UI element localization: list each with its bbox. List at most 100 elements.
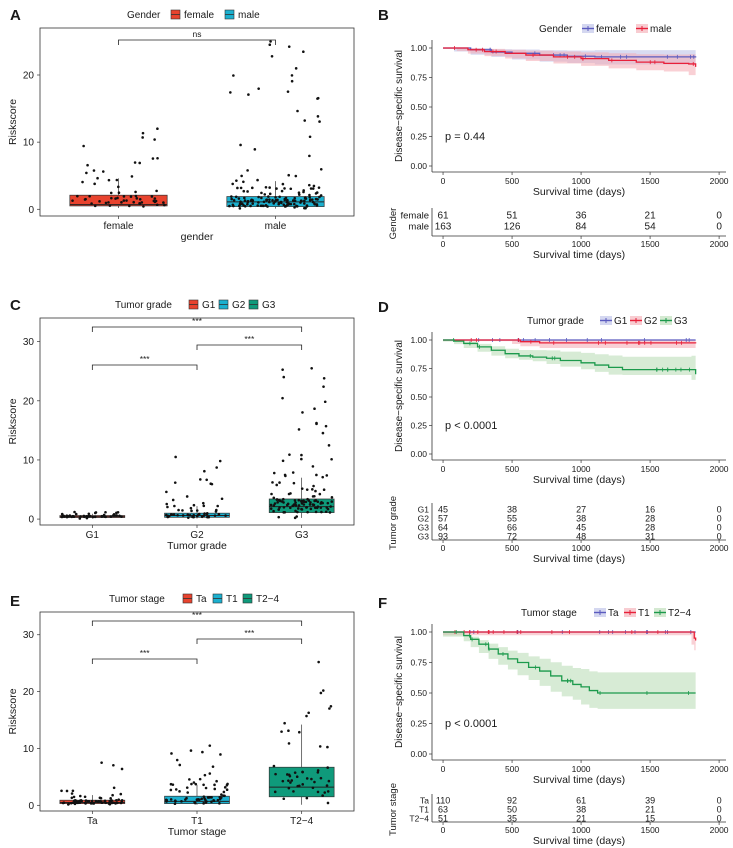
risk-row-label: G3 xyxy=(418,522,430,532)
data-point xyxy=(172,513,176,517)
data-point xyxy=(219,796,223,799)
data-point xyxy=(205,512,209,516)
data-point xyxy=(324,424,328,428)
panel-letter: F xyxy=(378,595,387,612)
data-point xyxy=(109,515,113,518)
data-point xyxy=(297,193,301,196)
risk-count: 27 xyxy=(576,504,586,514)
data-point xyxy=(272,504,276,507)
data-point xyxy=(291,199,295,202)
data-point xyxy=(114,197,117,200)
data-point xyxy=(282,375,286,379)
data-point xyxy=(90,799,94,803)
x-tick-label: 2000 xyxy=(710,464,729,474)
risk-row-label: male xyxy=(408,222,429,233)
legend-item: T1 xyxy=(638,608,650,619)
risk-count: 38 xyxy=(576,513,586,523)
data-point xyxy=(305,506,308,509)
data-point xyxy=(311,488,314,491)
data-point xyxy=(316,115,320,118)
data-point xyxy=(313,780,316,784)
data-point xyxy=(112,513,116,516)
data-point xyxy=(269,507,273,510)
data-point xyxy=(220,793,223,796)
y-tick-label: 0.50 xyxy=(410,688,427,698)
data-point xyxy=(231,182,234,186)
x-tick-label: 500 xyxy=(505,176,519,186)
data-point xyxy=(329,505,332,508)
data-point xyxy=(275,483,279,487)
data-point xyxy=(310,198,314,201)
data-point xyxy=(104,510,107,514)
data-point xyxy=(169,788,173,792)
risk-count: 48 xyxy=(576,531,586,541)
data-point xyxy=(210,482,214,486)
data-point xyxy=(314,197,318,201)
data-point xyxy=(169,798,173,801)
panel-letter: A xyxy=(10,7,21,24)
data-point xyxy=(173,802,177,806)
data-point xyxy=(273,790,277,794)
data-point xyxy=(309,187,313,190)
data-point xyxy=(185,786,189,789)
data-point xyxy=(188,513,192,517)
data-point xyxy=(315,204,319,207)
data-point xyxy=(167,515,171,518)
data-point xyxy=(260,191,263,195)
data-point xyxy=(297,730,301,734)
data-point xyxy=(192,781,196,784)
data-point xyxy=(243,199,247,202)
data-point xyxy=(120,515,123,518)
data-point xyxy=(111,793,114,797)
risk-count: 63 xyxy=(438,804,448,814)
data-point xyxy=(293,206,296,209)
y-tick-label: 0.25 xyxy=(410,421,427,431)
data-point xyxy=(156,127,159,131)
data-point xyxy=(175,758,179,762)
data-point xyxy=(326,501,330,505)
data-point xyxy=(282,506,286,509)
y-tick-label: 0.00 xyxy=(410,161,427,171)
data-point xyxy=(107,802,111,805)
data-point xyxy=(318,745,322,748)
risk-count: 21 xyxy=(645,804,655,814)
data-point xyxy=(287,45,291,48)
data-point xyxy=(327,779,331,783)
data-point xyxy=(108,204,112,207)
data-point xyxy=(260,196,263,200)
data-point xyxy=(310,366,313,370)
risk-x-tick-label: 2000 xyxy=(710,543,729,553)
data-point xyxy=(195,509,199,512)
x-tick-label: 1000 xyxy=(572,464,591,474)
data-point xyxy=(70,792,74,795)
risk-table-label: Tumor stage xyxy=(388,783,399,836)
comparison-label: ns xyxy=(193,29,202,39)
data-point xyxy=(284,474,287,478)
data-point xyxy=(319,167,323,171)
data-point xyxy=(287,742,291,745)
data-point xyxy=(293,196,297,200)
risk-count: 84 xyxy=(576,222,588,233)
data-point xyxy=(293,516,297,520)
data-point xyxy=(275,187,278,190)
y-axis-label: Disease−specific survival xyxy=(394,340,405,452)
data-point xyxy=(274,196,277,199)
data-point xyxy=(264,185,268,189)
data-point xyxy=(239,143,242,147)
data-point xyxy=(84,801,87,805)
data-point xyxy=(206,515,209,519)
data-point xyxy=(142,205,145,208)
data-point xyxy=(107,178,111,182)
data-point xyxy=(271,481,274,484)
risk-count: 51 xyxy=(438,813,448,823)
data-point xyxy=(287,786,291,790)
data-point xyxy=(125,199,128,202)
data-point xyxy=(73,802,77,806)
data-point xyxy=(299,201,302,204)
data-point xyxy=(246,190,249,193)
data-point xyxy=(314,489,317,493)
data-point xyxy=(93,182,96,186)
comparison-bracket xyxy=(91,658,198,664)
data-point xyxy=(201,501,205,505)
data-point xyxy=(321,501,324,505)
